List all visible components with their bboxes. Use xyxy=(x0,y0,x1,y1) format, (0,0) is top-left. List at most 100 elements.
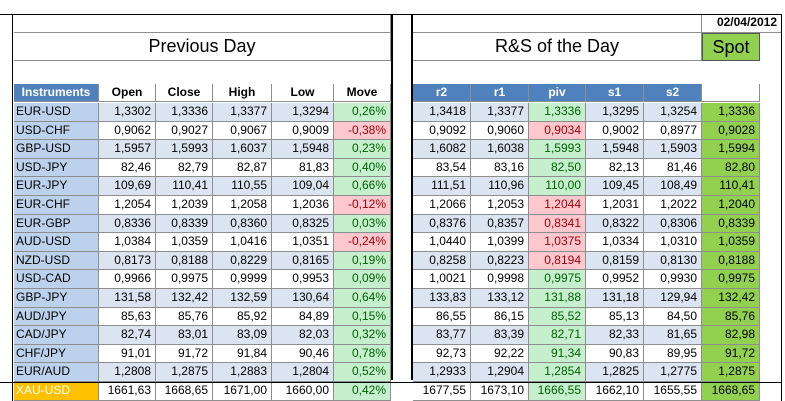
low-cell[interactable]: 81,83 xyxy=(272,159,334,177)
r1-cell[interactable]: 1,2053 xyxy=(471,196,529,215)
high-cell[interactable]: 85,92 xyxy=(213,308,272,326)
s1-cell[interactable]: 85,13 xyxy=(586,308,644,326)
high-cell[interactable]: 132,59 xyxy=(213,289,272,308)
spot-cell[interactable]: 91,72 xyxy=(702,345,760,363)
move-cell[interactable]: 0,78% xyxy=(334,345,391,363)
r2-cell[interactable]: 1,6082 xyxy=(413,140,471,159)
open-cell[interactable]: 109,69 xyxy=(99,177,156,196)
s2-cell[interactable]: 0,9930 xyxy=(644,270,702,289)
low-cell[interactable]: 90,46 xyxy=(272,345,334,363)
r2-cell[interactable]: 0,8376 xyxy=(413,215,471,233)
low-cell[interactable]: 0,9953 xyxy=(272,270,334,289)
low-cell[interactable]: 130,64 xyxy=(272,289,334,308)
r2-cell[interactable]: 1,2066 xyxy=(413,196,471,215)
close-cell[interactable]: 1,5993 xyxy=(156,140,213,159)
piv-cell[interactable]: 0,9034 xyxy=(529,122,586,140)
header-piv[interactable]: piv xyxy=(529,84,586,102)
spot-cell[interactable]: 1668,65 xyxy=(702,382,760,401)
r1-cell[interactable]: 1,0399 xyxy=(471,233,529,252)
low-cell[interactable]: 0,9009 xyxy=(272,122,334,140)
instrument-cell[interactable]: NZD-USD xyxy=(14,252,99,270)
right-title[interactable]: R&S of the Day xyxy=(413,33,702,61)
r2-cell[interactable]: 111,51 xyxy=(413,177,471,196)
open-cell[interactable]: 0,9062 xyxy=(99,122,156,140)
high-cell[interactable]: 0,8229 xyxy=(213,252,272,270)
header-r2[interactable]: r2 xyxy=(413,84,471,102)
s1-cell[interactable]: 131,18 xyxy=(586,289,644,308)
s1-cell[interactable]: 1,2031 xyxy=(586,196,644,215)
low-cell[interactable]: 1660,00 xyxy=(272,382,334,401)
s2-cell[interactable]: 0,8130 xyxy=(644,252,702,270)
move-cell[interactable]: -0,38% xyxy=(334,122,391,140)
spot-cell[interactable]: 1,2040 xyxy=(702,196,760,215)
spot-cell[interactable]: 1,0359 xyxy=(702,233,760,252)
move-cell[interactable]: 0,66% xyxy=(334,177,391,196)
close-cell[interactable]: 132,42 xyxy=(156,289,213,308)
low-cell[interactable]: 1,2036 xyxy=(272,196,334,215)
header-s2[interactable]: s2 xyxy=(644,84,702,102)
piv-cell[interactable]: 0,8341 xyxy=(529,215,586,233)
s2-cell[interactable]: 81,65 xyxy=(644,326,702,345)
left-title[interactable]: Previous Day xyxy=(14,33,391,61)
high-cell[interactable]: 1,6037 xyxy=(213,140,272,159)
low-cell[interactable]: 1,3294 xyxy=(272,103,334,122)
header-move[interactable]: Move xyxy=(334,84,391,102)
open-cell[interactable]: 0,9966 xyxy=(99,270,156,289)
open-cell[interactable]: 1,2054 xyxy=(99,196,156,215)
r1-cell[interactable]: 83,16 xyxy=(471,159,529,177)
r1-cell[interactable]: 1,3377 xyxy=(471,103,529,122)
move-cell[interactable]: 0,32% xyxy=(334,326,391,345)
r1-cell[interactable]: 0,9060 xyxy=(471,122,529,140)
s2-cell[interactable]: 1655,55 xyxy=(644,382,702,401)
piv-cell[interactable]: 1,3336 xyxy=(529,103,586,122)
s1-cell[interactable]: 90,83 xyxy=(586,345,644,363)
move-cell[interactable]: 0,64% xyxy=(334,289,391,308)
piv-cell[interactable]: 0,9975 xyxy=(529,270,586,289)
high-cell[interactable]: 110,55 xyxy=(213,177,272,196)
header-spot-blank[interactable] xyxy=(702,84,760,102)
s2-cell[interactable]: 89,95 xyxy=(644,345,702,363)
high-cell[interactable]: 0,9067 xyxy=(213,122,272,140)
move-cell[interactable]: 0,23% xyxy=(334,140,391,159)
s2-cell[interactable]: 129,94 xyxy=(644,289,702,308)
move-cell[interactable]: -0,12% xyxy=(334,196,391,215)
r1-cell[interactable]: 0,8223 xyxy=(471,252,529,270)
header-low[interactable]: Low xyxy=(272,84,334,102)
s1-cell[interactable]: 1,2825 xyxy=(586,363,644,382)
instrument-cell[interactable]: EUR-USD xyxy=(14,103,99,122)
piv-cell[interactable]: 131,88 xyxy=(529,289,586,308)
s1-cell[interactable]: 0,8159 xyxy=(586,252,644,270)
close-cell[interactable]: 110,41 xyxy=(156,177,213,196)
instrument-cell[interactable]: CAD/JPY xyxy=(14,326,99,345)
s1-cell[interactable]: 0,9002 xyxy=(586,122,644,140)
spot-cell[interactable]: 132,42 xyxy=(702,289,760,308)
r2-cell[interactable]: 1,3418 xyxy=(413,103,471,122)
r1-cell[interactable]: 0,9998 xyxy=(471,270,529,289)
r1-cell[interactable]: 0,8357 xyxy=(471,215,529,233)
s2-cell[interactable]: 1,5903 xyxy=(644,140,702,159)
close-cell[interactable]: 0,9975 xyxy=(156,270,213,289)
instrument-cell[interactable]: EUR/AUD xyxy=(14,363,99,382)
r1-cell[interactable]: 92,22 xyxy=(471,345,529,363)
date-cell[interactable]: 02/04/2012 xyxy=(702,14,782,33)
close-cell[interactable]: 0,8188 xyxy=(156,252,213,270)
move-cell[interactable]: 0,03% xyxy=(334,215,391,233)
spot-cell[interactable]: 110,41 xyxy=(702,177,760,196)
piv-cell[interactable]: 1666,55 xyxy=(529,382,586,401)
spot-cell[interactable]: 85,76 xyxy=(702,308,760,326)
close-cell[interactable]: 1,0359 xyxy=(156,233,213,252)
s2-cell[interactable]: 81,46 xyxy=(644,159,702,177)
close-cell[interactable]: 0,8339 xyxy=(156,215,213,233)
spot-cell[interactable]: 0,8339 xyxy=(702,215,760,233)
header-instruments[interactable]: Instruments xyxy=(14,84,99,102)
open-cell[interactable]: 0,8173 xyxy=(99,252,156,270)
open-cell[interactable]: 1,5957 xyxy=(99,140,156,159)
header-high[interactable]: High xyxy=(213,84,272,102)
move-cell[interactable]: 0,26% xyxy=(334,103,391,122)
spot-cell[interactable]: 1,2875 xyxy=(702,363,760,382)
instrument-cell[interactable]: EUR-JPY xyxy=(14,177,99,196)
instrument-cell[interactable]: CHF/JPY xyxy=(14,345,99,363)
low-cell[interactable]: 109,04 xyxy=(272,177,334,196)
r1-cell[interactable]: 133,12 xyxy=(471,289,529,308)
open-cell[interactable]: 1,3302 xyxy=(99,103,156,122)
